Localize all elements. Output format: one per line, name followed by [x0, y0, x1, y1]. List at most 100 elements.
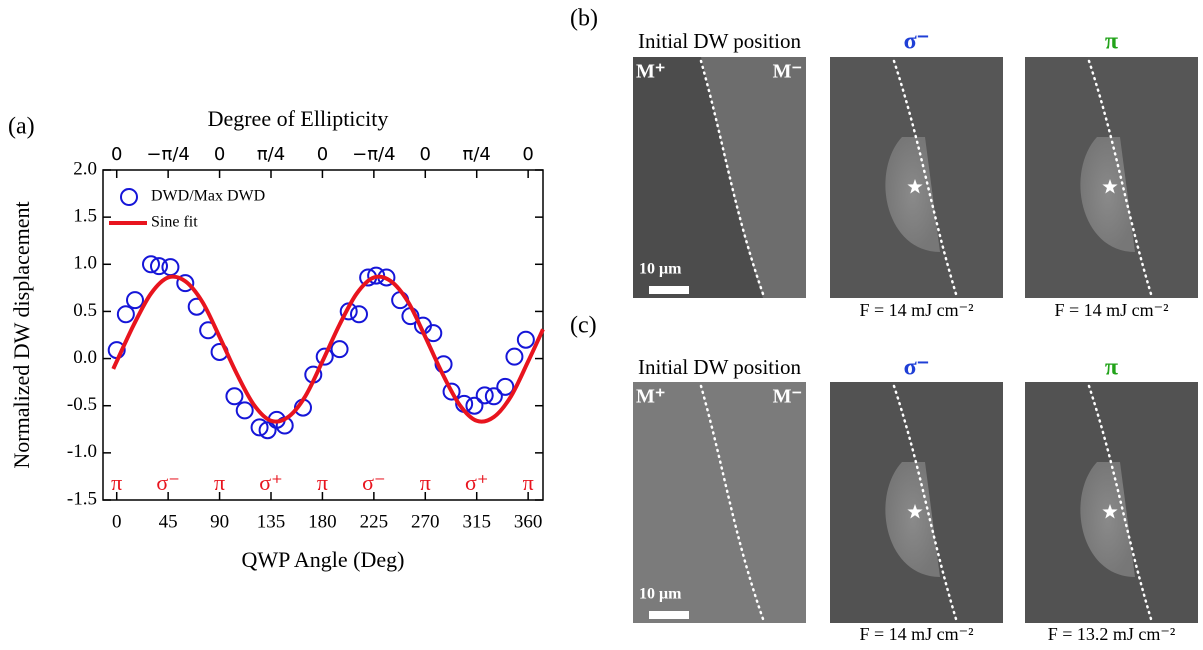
x-tick-label: 90: [210, 511, 229, 532]
switched-region: [885, 462, 940, 577]
data-point: [150, 257, 168, 276]
image-heading: σ⁻: [904, 29, 930, 55]
data-point: [496, 377, 515, 396]
polarization-label: π: [214, 470, 225, 495]
polarization-label: σ⁻: [156, 470, 179, 495]
x2-axis-title: Degree of Ellipticity: [208, 106, 389, 131]
x-tick-label: 360: [514, 511, 543, 532]
x-tick-label: 180: [308, 511, 337, 532]
domain-wall: [1087, 59, 1153, 296]
y-tick-label: 0.5: [73, 300, 97, 321]
polarization-label: σ⁻: [362, 470, 385, 495]
legend-label: Sine fit: [151, 214, 198, 231]
polarization-label: π: [111, 470, 122, 495]
x-tick-label: 0: [112, 511, 122, 532]
x-tick-label: 135: [257, 511, 286, 532]
data-point: [505, 347, 524, 366]
y-axis-title: Normalized DW displacement: [9, 201, 34, 468]
scale-bar-label: 10 μm: [639, 586, 682, 603]
x-tick-label: 315: [462, 511, 491, 532]
domain-label: M⁻: [773, 386, 802, 408]
data-point: [465, 396, 484, 415]
x2-tick-label: −π/4: [146, 144, 189, 165]
switched-region: [885, 137, 940, 252]
y-tick-label: 1.0: [73, 253, 97, 274]
domain-label: M⁻: [773, 61, 802, 83]
domain-wall: [892, 384, 958, 621]
data-point: [516, 330, 535, 349]
image-heading: π: [1105, 29, 1118, 55]
microscope-image: [633, 382, 806, 623]
fluence-caption: F = 14 mJ cm⁻²: [1054, 300, 1168, 320]
domain-wall: [892, 59, 958, 296]
domain-wall: [699, 59, 765, 296]
data-point: [484, 387, 503, 406]
y-tick-label: 1.5: [73, 206, 97, 227]
image-heading: π: [1105, 355, 1118, 381]
x2-tick-label: −π/4: [352, 144, 395, 165]
data-point: [350, 305, 368, 324]
microscope-image: [1025, 382, 1198, 623]
legend-label: DWD/Max DWD: [151, 188, 265, 205]
x-tick-label: 225: [360, 511, 389, 532]
star-marker: [907, 504, 923, 519]
domain-region: [701, 57, 806, 298]
legend-marker: [120, 188, 138, 206]
fluence-caption: F = 14 mJ cm⁻²: [859, 624, 973, 644]
y-tick-label: -1.5: [67, 488, 97, 509]
x-tick-label: 45: [159, 511, 178, 532]
star-marker: [1102, 504, 1118, 519]
microscope-image: [830, 57, 1003, 298]
y-tick-label: -1.0: [67, 441, 97, 462]
fluence-caption: F = 13.2 mJ cm⁻²: [1048, 624, 1176, 644]
data-point: [142, 255, 160, 274]
x2-tick-label: π/4: [463, 144, 491, 165]
data-point: [250, 418, 269, 437]
scale-bar: [649, 286, 689, 294]
data-point: [116, 305, 135, 324]
polarization-label: σ⁺: [259, 470, 282, 495]
image-background: [633, 382, 806, 623]
data-point: [258, 421, 277, 440]
data-point: [330, 340, 349, 359]
x-tick-label: 270: [411, 511, 440, 532]
data-point: [235, 401, 254, 420]
data-point: [315, 347, 334, 366]
data-point: [161, 258, 180, 277]
microscope-image: [633, 57, 806, 298]
y-tick-label: 2.0: [73, 158, 97, 179]
panel-label: (c): [570, 313, 597, 339]
image-heading: Initial DW position: [638, 355, 801, 379]
microscope-image: [1025, 57, 1198, 298]
panel-label: (a): [8, 114, 35, 140]
x2-tick-label: 0: [420, 144, 431, 165]
scale-bar: [649, 611, 689, 619]
data-point: [126, 291, 144, 310]
scale-bar-label: 10 μm: [639, 261, 682, 278]
polarization-label: σ⁺: [465, 470, 488, 495]
panel-label: (b): [570, 6, 598, 32]
microscope-image: [830, 382, 1003, 623]
y-tick-label: 0.0: [73, 347, 97, 368]
data-point: [475, 386, 494, 405]
y-tick-label: -0.5: [67, 394, 97, 415]
x-axis-title: QWP Angle (Deg): [242, 547, 405, 572]
fluence-caption: F = 14 mJ cm⁻²: [859, 300, 973, 320]
domain-wall: [699, 384, 765, 621]
polarization-label: π: [317, 470, 328, 495]
x2-tick-label: 0: [111, 144, 122, 165]
switched-region: [1080, 137, 1135, 252]
star-marker: [1102, 179, 1118, 194]
data-point: [225, 387, 244, 406]
x2-tick-label: 0: [214, 144, 225, 165]
star-marker: [907, 179, 923, 194]
data-point: [176, 274, 195, 293]
x2-tick-label: 0: [317, 144, 328, 165]
data-point: [442, 382, 461, 401]
image-heading: σ⁻: [904, 355, 930, 381]
x2-tick-label: π/4: [257, 144, 285, 165]
domain-label: M⁺: [636, 386, 665, 408]
fit-line: [111, 274, 545, 424]
x2-tick-label: 0: [522, 144, 533, 165]
image-heading: Initial DW position: [638, 29, 801, 53]
